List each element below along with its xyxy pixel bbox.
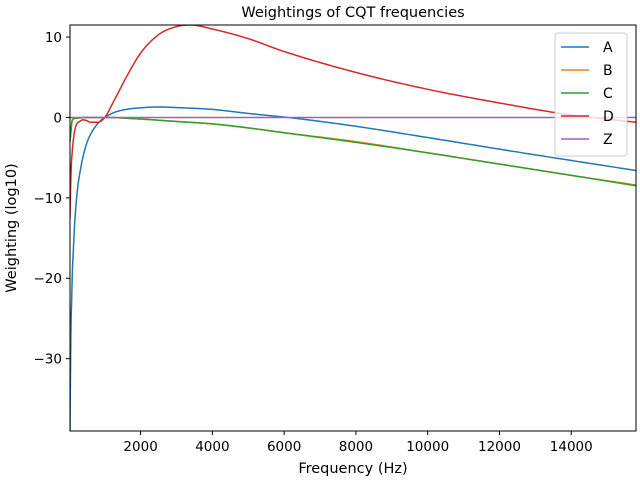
legend-label-d: D (603, 109, 614, 125)
y-axis-label: Weighting (log10) (4, 163, 20, 292)
chart-title: Weightings of CQT frequencies (241, 5, 464, 21)
x-tick-label: 14000 (550, 439, 593, 455)
y-tick-label: 10 (45, 30, 62, 46)
x-tick-label: 4000 (195, 439, 229, 455)
y-tick-label: 0 (53, 110, 62, 126)
series-line-d (70, 25, 636, 218)
x-tick-label: 6000 (267, 439, 301, 455)
series-lines (70, 25, 636, 431)
series-line-a (70, 106, 636, 431)
y-tick-label: −10 (34, 191, 63, 207)
legend-label-c: C (603, 86, 613, 102)
y-tick-label: −20 (34, 271, 63, 287)
plot-frame (69, 24, 637, 432)
x-axis-label: Frequency (Hz) (298, 461, 407, 477)
x-axis-ticks: 2000 4000 6000 8000 10000 12000 14000 (123, 431, 593, 455)
legend-label-a: A (603, 40, 613, 56)
y-tick-label: −30 (34, 352, 63, 368)
legend-box (554, 32, 628, 157)
x-tick-label: 2000 (123, 439, 157, 455)
x-tick-label: 8000 (339, 439, 373, 455)
x-tick-label: 10000 (406, 439, 449, 455)
legend-label-z: Z (603, 132, 613, 148)
y-axis-ticks: 10 0 −10 −20 −30 (34, 30, 70, 368)
legend-label-b: B (603, 63, 613, 79)
x-tick-label: 12000 (478, 439, 521, 455)
